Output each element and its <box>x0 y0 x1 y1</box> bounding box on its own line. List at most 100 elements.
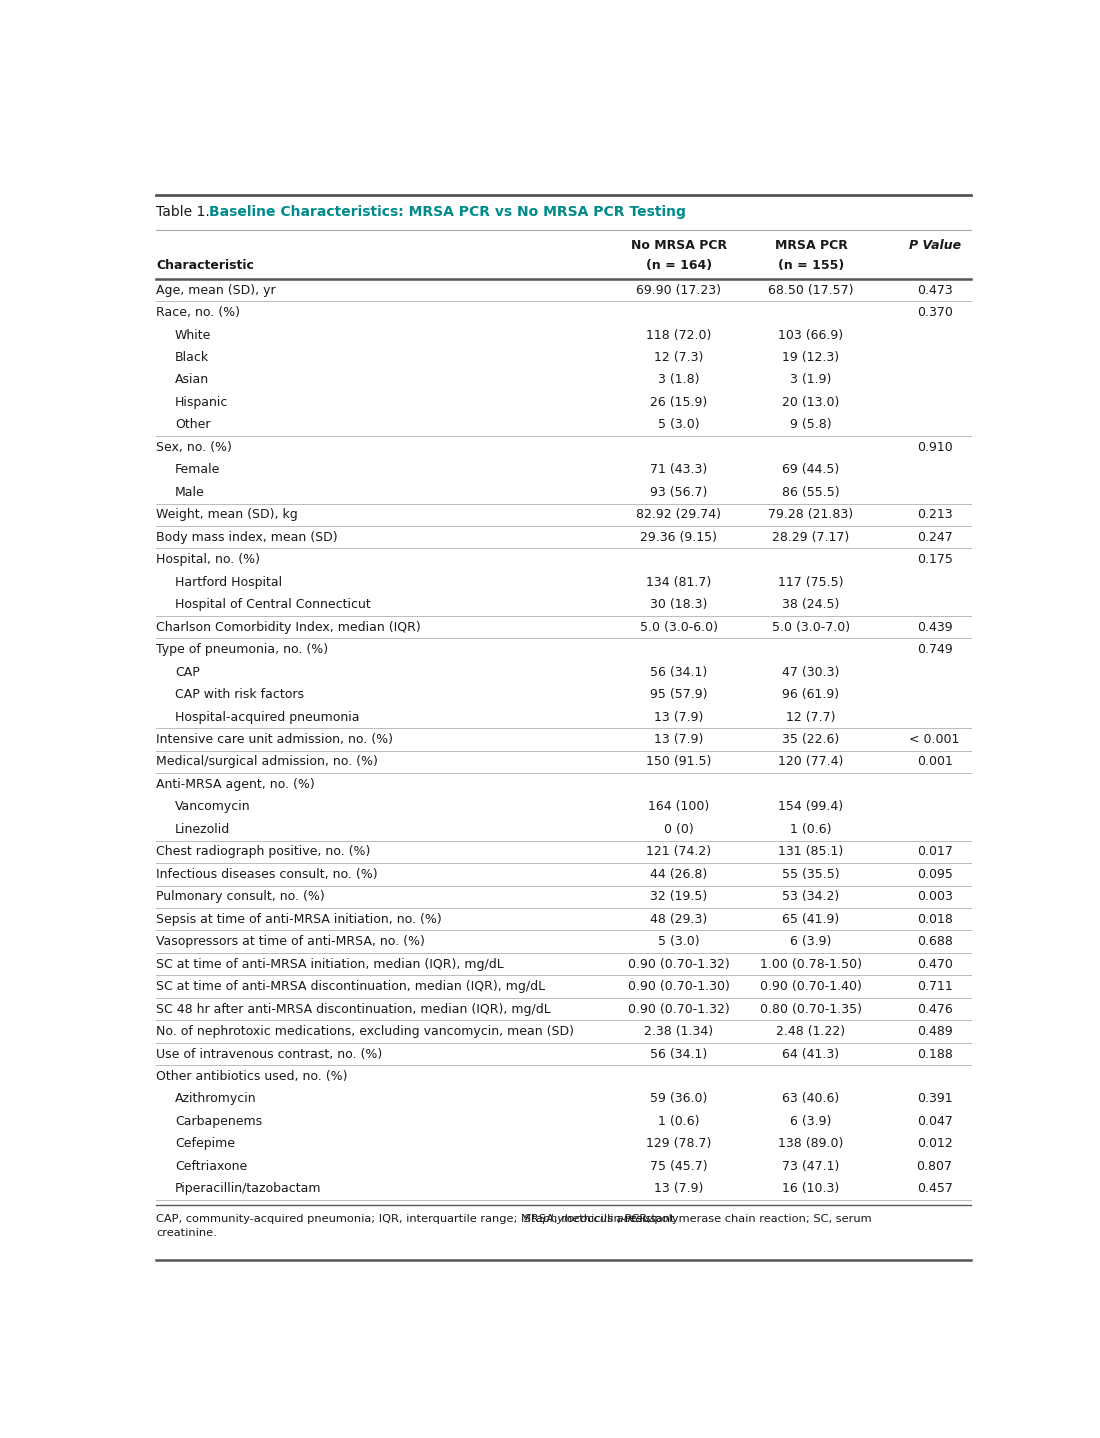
Text: Intensive care unit admission, no. (%): Intensive care unit admission, no. (%) <box>156 733 394 746</box>
Text: 0.711: 0.711 <box>916 981 953 994</box>
Text: 95 (57.9): 95 (57.9) <box>650 687 707 702</box>
Text: 0.017: 0.017 <box>916 846 953 858</box>
Text: 121 (74.2): 121 (74.2) <box>647 846 712 858</box>
Text: 129 (78.7): 129 (78.7) <box>646 1137 712 1150</box>
Text: Piperacillin/tazobactam: Piperacillin/tazobactam <box>175 1182 321 1195</box>
Text: 5.0 (3.0-6.0): 5.0 (3.0-6.0) <box>640 621 718 634</box>
Text: 32 (19.5): 32 (19.5) <box>650 890 707 903</box>
Text: 64 (41.3): 64 (41.3) <box>782 1047 839 1061</box>
Text: 35 (22.6): 35 (22.6) <box>782 733 839 746</box>
Text: 0.749: 0.749 <box>916 643 953 656</box>
Text: 1 (0.6): 1 (0.6) <box>658 1114 700 1127</box>
Text: Sepsis at time of anti-MRSA initiation, no. (%): Sepsis at time of anti-MRSA initiation, … <box>156 913 442 926</box>
Text: 65 (41.9): 65 (41.9) <box>782 913 839 926</box>
Text: 0.175: 0.175 <box>916 554 953 567</box>
Text: 0.247: 0.247 <box>916 531 953 544</box>
Text: Azithromycin: Azithromycin <box>175 1093 256 1106</box>
Text: Race, no. (%): Race, no. (%) <box>156 306 240 319</box>
Text: MRSA PCR: MRSA PCR <box>774 239 847 252</box>
Text: Baseline Characteristics: MRSA PCR vs No MRSA PCR Testing: Baseline Characteristics: MRSA PCR vs No… <box>209 206 686 220</box>
Text: 5 (3.0): 5 (3.0) <box>658 418 700 431</box>
Text: 0.370: 0.370 <box>916 306 953 319</box>
Text: 69 (44.5): 69 (44.5) <box>782 463 839 476</box>
Text: 73 (47.1): 73 (47.1) <box>782 1160 839 1173</box>
Text: 131 (85.1): 131 (85.1) <box>779 846 844 858</box>
Text: 26 (15.9): 26 (15.9) <box>650 395 707 408</box>
Text: 0.807: 0.807 <box>916 1160 953 1173</box>
Text: Hospital-acquired pneumonia: Hospital-acquired pneumonia <box>175 710 360 723</box>
Text: 0.90 (0.70-1.30): 0.90 (0.70-1.30) <box>628 981 729 994</box>
Text: 0.910: 0.910 <box>916 441 953 454</box>
Text: 28.29 (7.17): 28.29 (7.17) <box>772 531 849 544</box>
Text: Weight, mean (SD), kg: Weight, mean (SD), kg <box>156 508 298 522</box>
Text: 47 (30.3): 47 (30.3) <box>782 666 839 679</box>
Text: 0.012: 0.012 <box>916 1137 953 1150</box>
Text: No. of nephrotoxic medications, excluding vancomycin, mean (SD): No. of nephrotoxic medications, excludin… <box>156 1025 574 1038</box>
Text: 154 (99.4): 154 (99.4) <box>779 801 844 814</box>
Text: Characteristic: Characteristic <box>156 259 254 272</box>
Text: 0.018: 0.018 <box>916 913 953 926</box>
Text: 0.047: 0.047 <box>916 1114 953 1127</box>
Text: 0.439: 0.439 <box>916 621 953 634</box>
Text: 0.476: 0.476 <box>916 1002 953 1015</box>
Text: CAP, community-acquired pneumonia; IQR, interquartile range; MRSA, methicillin-r: CAP, community-acquired pneumonia; IQR, … <box>156 1214 679 1224</box>
Text: (n = 164): (n = 164) <box>646 259 712 272</box>
Text: 0.213: 0.213 <box>916 508 953 522</box>
Text: 0.095: 0.095 <box>916 867 953 881</box>
Text: 2.48 (1.22): 2.48 (1.22) <box>777 1025 846 1038</box>
Text: 55 (35.5): 55 (35.5) <box>782 867 839 881</box>
Text: Vancomycin: Vancomycin <box>175 801 251 814</box>
Text: No MRSA PCR: No MRSA PCR <box>630 239 727 252</box>
Text: 6 (3.9): 6 (3.9) <box>790 1114 832 1127</box>
Text: 138 (89.0): 138 (89.0) <box>779 1137 844 1150</box>
Text: 0.391: 0.391 <box>916 1093 953 1106</box>
Text: 134 (81.7): 134 (81.7) <box>646 575 712 588</box>
Text: ; PCR, polymerase chain reaction; SC, serum: ; PCR, polymerase chain reaction; SC, se… <box>617 1214 872 1224</box>
Text: Hospital, no. (%): Hospital, no. (%) <box>156 554 261 567</box>
Text: 150 (91.5): 150 (91.5) <box>646 755 712 768</box>
Text: 56 (34.1): 56 (34.1) <box>650 1047 707 1061</box>
Text: 0.473: 0.473 <box>916 283 953 296</box>
Text: 0.90 (0.70-1.32): 0.90 (0.70-1.32) <box>628 958 729 971</box>
Text: 13 (7.9): 13 (7.9) <box>654 733 704 746</box>
Text: (n = 155): (n = 155) <box>778 259 844 272</box>
Text: 0 (0): 0 (0) <box>664 823 694 835</box>
Text: 103 (66.9): 103 (66.9) <box>779 328 844 342</box>
Text: 0.470: 0.470 <box>916 958 953 971</box>
Text: 56 (34.1): 56 (34.1) <box>650 666 707 679</box>
Text: 68.50 (17.57): 68.50 (17.57) <box>768 283 854 296</box>
Text: Linezolid: Linezolid <box>175 823 230 835</box>
Text: 63 (40.6): 63 (40.6) <box>782 1093 839 1106</box>
Text: SC at time of anti-MRSA initiation, median (IQR), mg/dL: SC at time of anti-MRSA initiation, medi… <box>156 958 504 971</box>
Text: 5 (3.0): 5 (3.0) <box>658 935 700 948</box>
Text: 79.28 (21.83): 79.28 (21.83) <box>769 508 854 522</box>
Text: Cefepime: Cefepime <box>175 1137 235 1150</box>
Text: 59 (36.0): 59 (36.0) <box>650 1093 707 1106</box>
Text: 13 (7.9): 13 (7.9) <box>654 710 704 723</box>
Text: 117 (75.5): 117 (75.5) <box>778 575 844 588</box>
Text: 0.001: 0.001 <box>916 755 953 768</box>
Text: 93 (56.7): 93 (56.7) <box>650 486 707 499</box>
Text: P Value: P Value <box>909 239 960 252</box>
Text: 0.188: 0.188 <box>916 1047 953 1061</box>
Text: Infectious diseases consult, no. (%): Infectious diseases consult, no. (%) <box>156 867 378 881</box>
Text: Carbapenems: Carbapenems <box>175 1114 262 1127</box>
Text: 19 (12.3): 19 (12.3) <box>782 351 839 364</box>
Text: SC at time of anti-MRSA discontinuation, median (IQR), mg/dL: SC at time of anti-MRSA discontinuation,… <box>156 981 546 994</box>
Text: Anti-MRSA agent, no. (%): Anti-MRSA agent, no. (%) <box>156 778 315 791</box>
Text: 16 (10.3): 16 (10.3) <box>782 1182 839 1195</box>
Text: White: White <box>175 328 211 342</box>
Text: 30 (18.3): 30 (18.3) <box>650 598 707 611</box>
Text: Hispanic: Hispanic <box>175 395 229 408</box>
Text: 0.80 (0.70-1.35): 0.80 (0.70-1.35) <box>760 1002 862 1015</box>
Text: 38 (24.5): 38 (24.5) <box>782 598 839 611</box>
Text: Hartford Hospital: Hartford Hospital <box>175 575 282 588</box>
Text: 0.457: 0.457 <box>916 1182 953 1195</box>
Text: 2.38 (1.34): 2.38 (1.34) <box>645 1025 714 1038</box>
Text: Use of intravenous contrast, no. (%): Use of intravenous contrast, no. (%) <box>156 1047 383 1061</box>
Text: Staphylococcus aureus: Staphylococcus aureus <box>525 1214 656 1224</box>
Text: 9 (5.8): 9 (5.8) <box>790 418 832 431</box>
Text: CAP with risk factors: CAP with risk factors <box>175 687 304 702</box>
Text: < 0.001: < 0.001 <box>910 733 960 746</box>
Text: 12 (7.7): 12 (7.7) <box>786 710 836 723</box>
